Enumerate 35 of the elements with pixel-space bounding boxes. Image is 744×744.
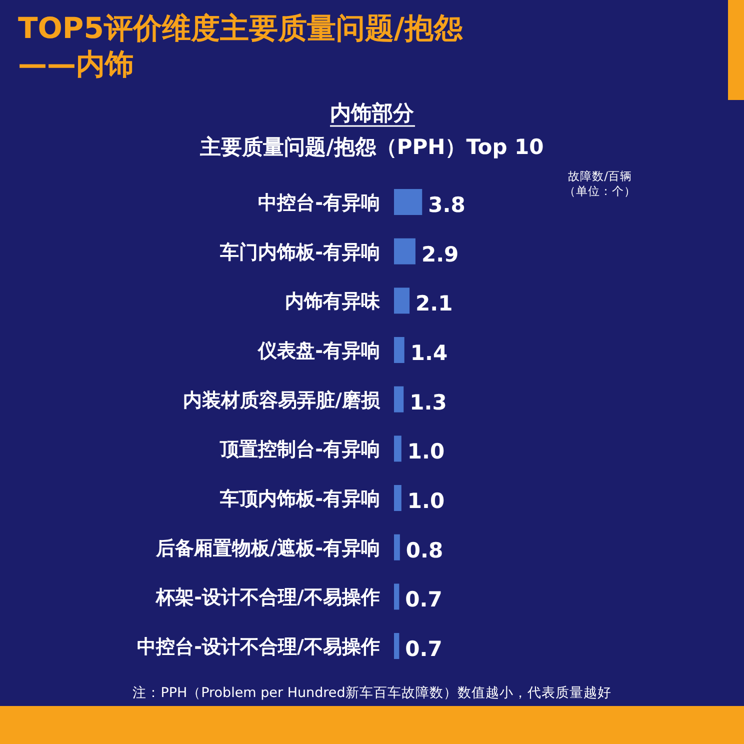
chart-title: TOP5评价维度主要质量问题/抱怨——内饰 [18, 10, 464, 82]
bar [394, 189, 422, 215]
bar [394, 436, 402, 462]
text: 主要质量问题/抱怨（PPH）Top 10 [199, 135, 544, 159]
bar [394, 534, 400, 560]
bar [394, 633, 400, 659]
y-tick-label: 后备厢置物板/遮板-有异响 [155, 537, 380, 560]
bar [394, 386, 404, 412]
bar [394, 238, 416, 264]
chart-subtitle: 内饰部分 [330, 101, 415, 125]
data-label: 0.7 [405, 588, 442, 612]
data-label: 1.0 [407, 489, 445, 513]
data-label: 2.9 [421, 242, 459, 266]
data-label: 1.0 [407, 440, 445, 464]
y-tick-label: 杯架-设计不合理/不易操作 [155, 586, 380, 609]
data-label: 1.4 [410, 341, 448, 365]
y-tick-label: 中控台-设计不合理/不易操作 [137, 636, 380, 658]
bar [394, 337, 404, 363]
text: 故障数/百辆（单位：个） [564, 169, 636, 198]
y-tick-label: 顶置控制台-有异响 [219, 438, 380, 461]
y-tick-label: 中控台-有异响 [258, 192, 380, 214]
y-tick-label: 车门内饰板-有异响 [219, 241, 380, 264]
y-tick-label: 仪表盘-有异响 [257, 340, 380, 362]
data-label: 3.8 [428, 193, 466, 217]
bar [394, 485, 402, 511]
data-label: 1.3 [410, 390, 447, 414]
data-label: 2.1 [416, 292, 453, 316]
y-tick-label: 内装材质容易弄脏/磨损 [183, 389, 381, 412]
bar [394, 288, 410, 314]
data-label: 0.7 [405, 637, 442, 661]
bar [394, 584, 400, 610]
y-tick-label: 内饰有异味 [285, 290, 381, 313]
data-label: 0.8 [406, 538, 444, 562]
text: 注：PPH（Problem per Hundred新车百车故障数）数值越小，代表质量越好 [132, 685, 612, 701]
y-tick-label: 车顶内饰板-有异响 [219, 488, 380, 510]
